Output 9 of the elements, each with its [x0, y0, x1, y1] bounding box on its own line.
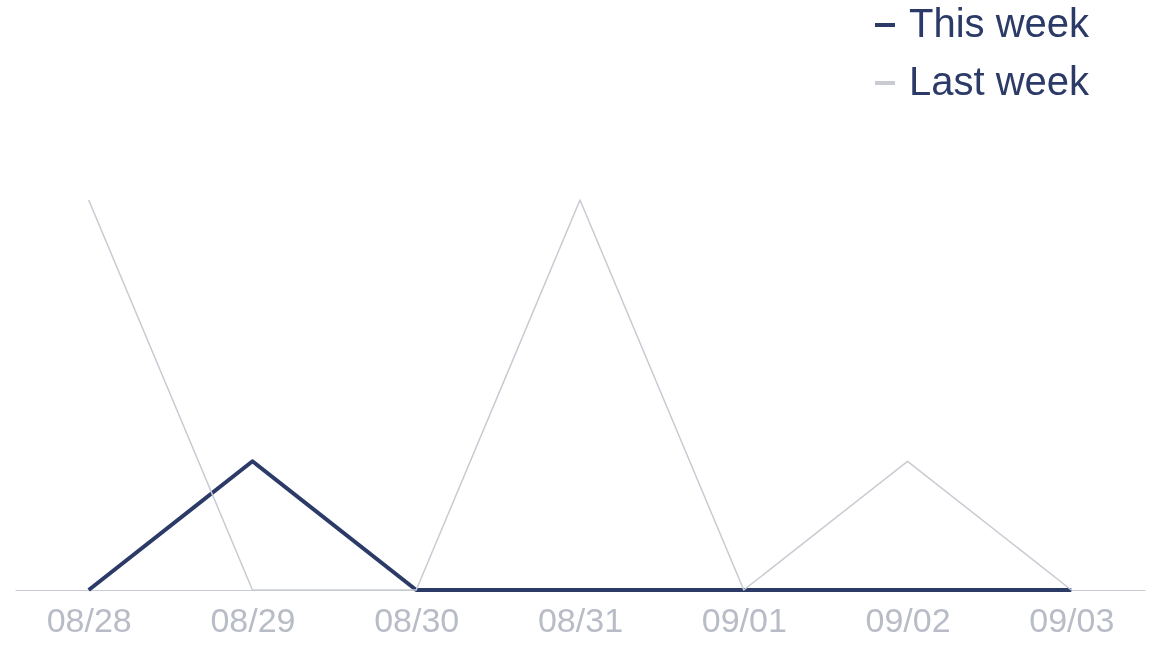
x-tick-label: 09/01 [701, 600, 787, 639]
x-tick-label: 08/30 [374, 600, 460, 639]
x-tick-label: 08/28 [46, 600, 132, 639]
legend-label: This week [909, 1, 1091, 45]
x-tick-label: 08/29 [210, 600, 296, 639]
legend-label: Last week [909, 59, 1091, 103]
x-tick-label: 08/31 [537, 600, 624, 639]
x-tick-label: 09/02 [865, 600, 951, 639]
x-tick-label: 09/03 [1029, 600, 1115, 639]
